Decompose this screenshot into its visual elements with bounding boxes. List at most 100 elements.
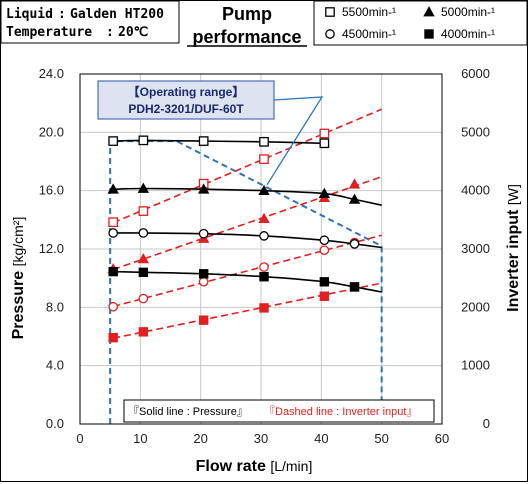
plot-area-border: [79, 73, 443, 425]
inverter-input-line: [112, 175, 382, 271]
pressure-point: [198, 269, 209, 279]
inverter-input-point: [319, 128, 330, 139]
inverter-input-point: [348, 178, 361, 189]
pressure-point: [349, 239, 360, 249]
x-tick-label: 0: [76, 431, 83, 446]
pressure-point: [259, 231, 269, 241]
legend-marker: [423, 6, 435, 17]
operating-range-callout: 【Operating range】 PDH2-3201/DUF-60T: [97, 80, 324, 186]
liquid-value: Galden HT200: [70, 7, 164, 22]
temperature-label: Temperature: [6, 25, 92, 40]
inverter-input-point: [198, 315, 209, 325]
pressure-series: [113, 139, 382, 293]
pressure-point: [108, 266, 118, 277]
pressure-point: [259, 136, 269, 147]
inverter-input-line: [113, 282, 382, 340]
data-markers: [107, 128, 361, 343]
y-right-tick-label: 2000: [461, 299, 490, 314]
liquid-label: Liquid: [6, 7, 53, 22]
pressure-point: [138, 135, 149, 146]
inverter-input-point: [108, 332, 118, 343]
y-right-tick-label: 4000: [461, 183, 490, 198]
axes: [79, 73, 443, 425]
temperature-value: 20℃: [118, 25, 148, 40]
svg-text::: :: [58, 7, 66, 22]
title-line2: performance: [192, 27, 301, 47]
inverter-input-point: [138, 327, 149, 337]
pressure-point: [319, 138, 330, 149]
inverter-input-point: [198, 276, 209, 287]
callout-line1: 【Operating range】: [128, 84, 245, 99]
pressure-point: [108, 228, 119, 238]
inverter-input-line: [112, 108, 382, 224]
y-left-tick-label: 16.0: [39, 183, 64, 198]
pressure-point: [138, 228, 149, 238]
y-right-tick-label: 5000: [461, 124, 490, 139]
pressure-point: [349, 282, 360, 292]
pressure-point: [318, 187, 331, 198]
chart-title: Pump performance: [187, 4, 307, 47]
pressure-point: [319, 277, 330, 287]
pressure-curve: [113, 270, 382, 293]
callout-line2: PDH2-3201/DUF-60T: [128, 102, 244, 116]
x-tick-label: 10: [133, 431, 147, 446]
y-right-axis-title: Inverter input [W]: [505, 184, 522, 312]
inverter-input-point: [108, 217, 119, 228]
svg-text::: :: [106, 25, 114, 40]
inverter-input-point: [108, 301, 119, 312]
note-dashed: 『Dashed line : Inverter input』: [264, 405, 417, 418]
grid: [80, 74, 442, 424]
note-solid: 『Solid line : Pressure』: [128, 405, 248, 418]
x-axis-title: Flow rate [L/min]: [196, 458, 313, 475]
x-tick-label: 40: [314, 431, 328, 446]
legend-label: 5000min-¹: [441, 5, 495, 19]
legend: 5500min-¹ 5000min-¹ 4500min-¹ 4000min-¹: [313, 0, 528, 46]
operating-range-outline: [109, 140, 383, 424]
line-style-note: 『Solid line : Pressure』 『Dashed line : I…: [123, 399, 435, 423]
legend-label: 5500min-¹: [342, 5, 396, 19]
legend-marker: [325, 29, 335, 39]
y-left-tick-label: 20.0: [39, 124, 64, 139]
legend-label: 4500min-¹: [342, 27, 396, 41]
inverter-input-point: [138, 206, 149, 216]
pressure-point: [198, 136, 209, 146]
pressure-point: [198, 183, 210, 194]
y-right-tick-label: 0: [483, 416, 490, 431]
inverter-input-point: [138, 293, 149, 304]
x-tick-label: 50: [374, 431, 388, 446]
y-right-tick-label: 1000: [461, 358, 490, 373]
inverter-input-point: [259, 303, 269, 313]
condition-box: Liquid : Galden HT200 Temperature : 20℃: [0, 0, 180, 44]
inverter-input-line: [112, 234, 382, 308]
inverter-input-point: [319, 291, 330, 301]
y-right-tick-label: 6000: [461, 66, 490, 81]
pressure-point: [198, 228, 209, 239]
y-left-tick-label: 4.0: [46, 358, 64, 373]
inverter-input-point: [259, 154, 269, 165]
y-left-axis-title: Pressure [kg/cm²]: [10, 217, 27, 340]
pressure-point: [108, 136, 119, 146]
y-left-tick-label: 8.0: [46, 299, 64, 314]
inverter-input-point: [258, 212, 270, 224]
inverter-input-point: [319, 245, 330, 256]
title-line1: Pump: [222, 4, 272, 24]
inverter-input-point: [259, 262, 269, 272]
pressure-point: [138, 267, 149, 278]
x-tick-label: 60: [435, 431, 449, 446]
legend-marker: [325, 7, 335, 17]
tick-labels: 0 10 20 30 40 50 60 0.0 4.0 8.0 12.0 16.0 20.0 24.0 0 1…: [39, 66, 490, 446]
x-tick-label: 30: [254, 431, 268, 446]
inverter-input-series: [112, 108, 382, 340]
inverter-input-point: [137, 253, 150, 264]
pressure-point: [258, 184, 270, 196]
y-left-tick-label: 24.0: [39, 66, 64, 81]
y-left-tick-label: 12.0: [39, 241, 64, 256]
pressure-point: [137, 182, 150, 193]
legend-marker: [424, 29, 434, 39]
pressure-point: [348, 193, 361, 204]
pressure-point: [319, 235, 330, 246]
operating-range: [109, 140, 383, 424]
pressure-point: [259, 272, 269, 282]
